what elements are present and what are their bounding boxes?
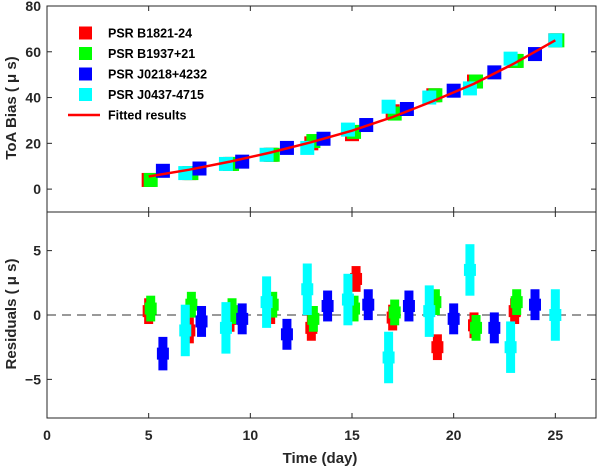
top-point-psr-j0437-4715 [381, 99, 396, 114]
legend: PSR B1821-24 PSR B1937+21 PSR J0218+4232 PS… [68, 26, 207, 123]
bottom-point-psr-j0437-4715 [504, 341, 517, 354]
bottom-point-psr-j0437-4715 [341, 293, 354, 306]
legend-marker-psr-j0437-4715 [79, 88, 92, 101]
bottom-point-psr-j0437-4715 [301, 283, 314, 296]
top-y-tick-label: 0 [33, 181, 41, 197]
bottom-point-psr-j0218-4232 [236, 312, 249, 325]
bottom-point-psr-j0437-4715 [260, 296, 273, 309]
legend-marker-psr-b1937-21 [79, 47, 92, 60]
x-tick-label: 20 [446, 427, 462, 443]
bottom-point-psr-j0218-4232 [402, 299, 415, 312]
bottom-point-psr-j0218-4232 [488, 321, 501, 334]
x-tick-label: 0 [43, 427, 51, 443]
bottom-point-psr-b1821-24 [431, 341, 444, 354]
top-y-tick-label: 20 [25, 135, 41, 151]
legend-label-psr-j0437-4715: PSR J0437-4715 [108, 88, 204, 102]
bottom-point-psr-b1821-24 [350, 272, 363, 285]
bottom-point-psr-j0437-4715 [463, 263, 476, 276]
bottom-point-psr-j0218-4232 [362, 298, 375, 311]
top-point-psr-j0437-4715 [178, 166, 193, 181]
top-y-tick-label: 60 [25, 44, 41, 60]
legend-label-fitted-results: Fitted results [108, 109, 187, 123]
top-y-tick-label: 40 [25, 90, 41, 106]
top-point-psr-j0437-4715 [548, 33, 563, 48]
legend-label-psr-b1821-24: PSR B1821-24 [108, 27, 192, 41]
top-panel: 0 20 40 60 80 [25, 0, 597, 213]
top-point-psr-j0437-4715 [259, 147, 274, 162]
legend-label-psr-j0218-4232: PSR J0218+4232 [108, 68, 207, 82]
bottom-point-psr-b1937-21 [510, 296, 523, 309]
bottom-point-psr-b1937-21 [388, 306, 401, 319]
bottom-point-psr-b1937-21 [307, 312, 320, 325]
bottom-y-tick-label: 0 [33, 307, 41, 323]
fit-line [148, 39, 556, 178]
x-tick-label: 25 [548, 427, 564, 443]
legend-marker-psr-b1821-24 [79, 26, 92, 40]
bottom-point-psr-j0437-4715 [382, 351, 395, 364]
top-y-axis-label: ToA Bias ( μ s) [3, 56, 20, 159]
bottom-point-psr-j0218-4232 [529, 298, 541, 311]
top-point-psr-j0437-4715 [218, 156, 233, 171]
top-y-tick-label: 80 [25, 0, 41, 14]
bottom-point-psr-b1937-21 [144, 302, 157, 315]
bottom-point-psr-j0218-4232 [195, 315, 208, 328]
bottom-point-psr-j0437-4715 [179, 324, 192, 337]
bottom-point-psr-j0218-4232 [447, 312, 460, 325]
bottom-axes-frame [46, 211, 597, 419]
bottom-y-tick-label: 5 [33, 243, 41, 259]
bottom-point-psr-j0218-4232 [321, 299, 334, 312]
bottom-point-psr-j0437-4715 [549, 309, 562, 321]
legend-marker-psr-j0218-4232 [79, 67, 92, 81]
bottom-y-tick-label: −5 [25, 371, 41, 387]
x-axis-label: Time (day) [283, 450, 358, 467]
legend-label-psr-b1937-21: PSR B1937+21 [108, 47, 195, 61]
bottom-panel: −5 0 5 0 5 10 15 20 25 [25, 211, 597, 443]
bottom-point-psr-j0218-4232 [280, 328, 293, 341]
bottom-point-psr-j0437-4715 [423, 305, 436, 318]
x-tick-label: 15 [344, 427, 360, 443]
x-tick-label: 10 [243, 427, 259, 443]
bottom-point-psr-b1937-21 [470, 321, 483, 334]
bottom-point-psr-j0437-4715 [219, 321, 232, 334]
bottom-point-psr-j0218-4232 [156, 347, 169, 360]
bottom-y-axis-label: Residuals ( μ s) [3, 259, 20, 370]
x-tick-label: 5 [145, 427, 153, 443]
